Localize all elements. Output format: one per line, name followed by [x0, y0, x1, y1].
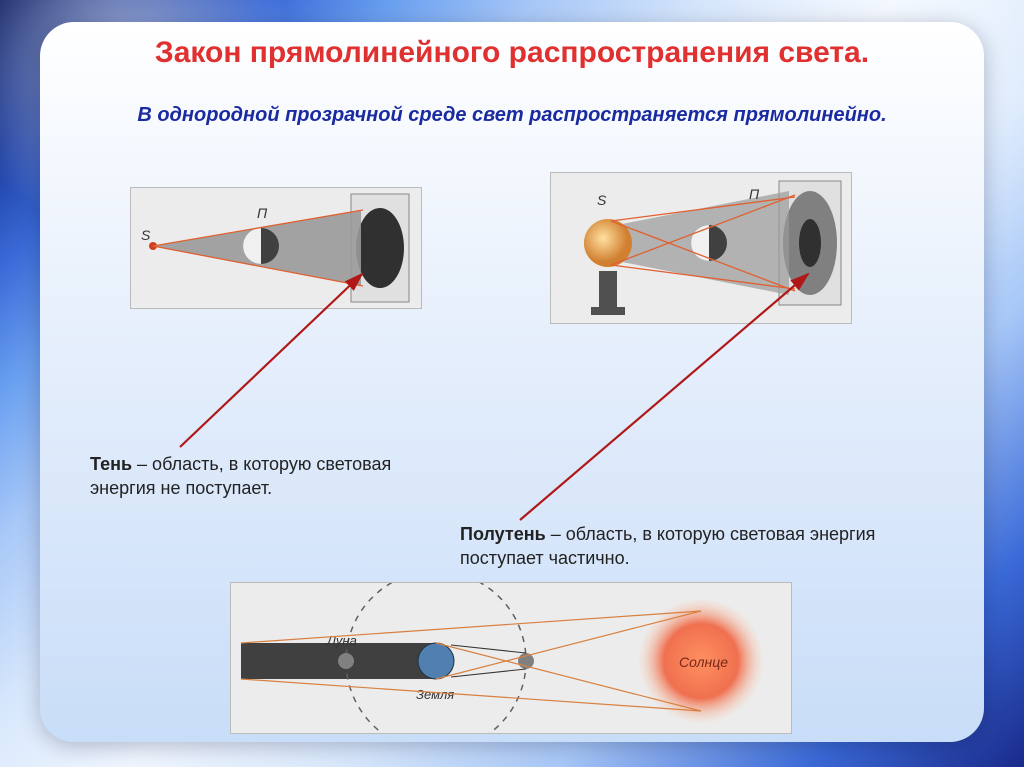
shadow-diagram: S П: [130, 187, 422, 309]
eclipse-diagram: Солнце Земля Луна: [230, 582, 792, 734]
svg-text:Солнце: Солнце: [679, 654, 728, 670]
slide-title: Закон прямолинейного распространения све…: [40, 36, 984, 70]
shadow-term: Тень: [90, 454, 132, 474]
svg-text:S: S: [141, 227, 151, 243]
slide-subtitle: В однородной прозрачной среде свет распр…: [40, 104, 984, 127]
shadow-rest: – область, в которую световая энергия не…: [90, 454, 391, 498]
shadow-definition: Тень – область, в которую световая энерг…: [90, 452, 450, 501]
svg-text:П: П: [749, 186, 760, 202]
svg-text:П: П: [257, 205, 268, 221]
svg-text:S: S: [597, 192, 607, 208]
shadow-diagram-svg: S П: [131, 188, 421, 308]
eclipse-diagram-svg: Солнце Земля Луна: [231, 583, 791, 733]
penumbra-diagram: S П: [550, 172, 852, 324]
penumbra-term: Полутень: [460, 524, 546, 544]
penumbra-definition: Полутень – область, в которую световая э…: [460, 522, 920, 571]
penumbra-diagram-svg: S П: [551, 173, 851, 323]
slide-background: Закон прямолинейного распространения све…: [0, 0, 1024, 767]
svg-text:Земля: Земля: [416, 687, 454, 702]
content-panel: Закон прямолинейного распространения све…: [40, 22, 984, 742]
